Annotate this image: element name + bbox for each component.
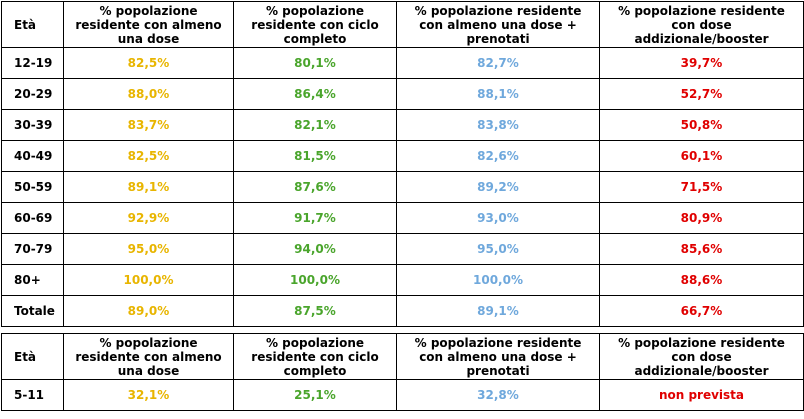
- row-label: 20-29: [1, 78, 64, 110]
- row-label: Età: [1, 1, 64, 48]
- row-label: 80+: [1, 264, 64, 296]
- cell: 94,0%: [233, 233, 397, 265]
- table-row: 80+ 100,0% 100,0% 100,0% 88,6%: [1, 264, 804, 296]
- cell: 80,9%: [599, 202, 804, 234]
- row-label: 40-49: [1, 140, 64, 172]
- cell: 82,6%: [396, 140, 600, 172]
- column-header: % popolazione residente con almeno una d…: [396, 1, 600, 48]
- cell: 95,0%: [63, 233, 234, 265]
- cell: 80,1%: [233, 47, 397, 79]
- cell: 60,1%: [599, 140, 804, 172]
- table-row: 20-29 88,0% 86,4% 88,1% 52,7%: [1, 78, 804, 110]
- cell: 89,1%: [63, 171, 234, 203]
- column-header: % popolazione residente con dose addizio…: [599, 333, 804, 380]
- cell: 82,5%: [63, 140, 234, 172]
- cell: 88,1%: [396, 78, 600, 110]
- column-header: % popolazione residente con almeno una d…: [396, 333, 600, 380]
- data-table: Età% popolazione residente con almeno un…: [1, 1, 804, 327]
- cell: 95,0%: [396, 233, 600, 265]
- cell: 52,7%: [599, 78, 804, 110]
- row-label: Totale: [1, 295, 64, 327]
- cell: 25,1%: [233, 379, 397, 411]
- cell: 100,0%: [233, 264, 397, 296]
- column-header: % popolazione residente con almeno una d…: [63, 1, 234, 48]
- cell: 100,0%: [396, 264, 600, 296]
- row-label: 30-39: [1, 109, 64, 141]
- cell: 82,7%: [396, 47, 600, 79]
- table-row: 70-79 95,0% 94,0% 95,0% 85,6%: [1, 233, 804, 265]
- cell: 85,6%: [599, 233, 804, 265]
- table-row: 50-59 89,1% 87,6% 89,2% 71,5%: [1, 171, 804, 203]
- cell: 82,5%: [63, 47, 234, 79]
- cell: 93,0%: [396, 202, 600, 234]
- header-row: Età% popolazione residente con almeno un…: [1, 1, 804, 48]
- table-row: 60-69 92,9% 91,7% 93,0% 80,9%: [1, 202, 804, 234]
- cell: 81,5%: [233, 140, 397, 172]
- tables: Età% popolazione residente con almeno un…: [0, 1, 804, 411]
- cell: 91,7%: [233, 202, 397, 234]
- cell: 92,9%: [63, 202, 234, 234]
- row-label: 60-69: [1, 202, 64, 234]
- cell: 87,6%: [233, 171, 397, 203]
- cell: 89,1%: [396, 295, 600, 327]
- cell: 50,8%: [599, 109, 804, 141]
- cell: 89,0%: [63, 295, 234, 327]
- table-row: 40-49 82,5% 81,5% 82,6% 60,1%: [1, 140, 804, 172]
- table-row: 5-11 32,1% 25,1% 32,8% non prevista: [1, 379, 804, 411]
- row-label: Età: [1, 333, 64, 380]
- row-label: 70-79: [1, 233, 64, 265]
- column-header: % popolazione residente con ciclo comple…: [233, 1, 397, 48]
- cell: 32,1%: [63, 379, 234, 411]
- cell: non prevista: [599, 379, 804, 411]
- cell: 88,0%: [63, 78, 234, 110]
- cell: 83,7%: [63, 109, 234, 141]
- cell: 82,1%: [233, 109, 397, 141]
- cell: 87,5%: [233, 295, 397, 327]
- cell: 66,7%: [599, 295, 804, 327]
- cell: 71,5%: [599, 171, 804, 203]
- data-table: Età% popolazione residente con almeno un…: [1, 333, 804, 411]
- cell: 32,8%: [396, 379, 600, 411]
- table-row: 30-39 83,7% 82,1% 83,8% 50,8%: [1, 109, 804, 141]
- cell: 89,2%: [396, 171, 600, 203]
- cell: 39,7%: [599, 47, 804, 79]
- column-header: % popolazione residente con almeno una d…: [63, 333, 234, 380]
- row-label: 5-11: [1, 379, 64, 411]
- row-label: 12-19: [1, 47, 64, 79]
- table-row: Totale 89,0% 87,5% 89,1% 66,7%: [1, 295, 804, 327]
- header-row: Età% popolazione residente con almeno un…: [1, 333, 804, 380]
- table-row: 12-19 82,5% 80,1% 82,7% 39,7%: [1, 47, 804, 79]
- cell: 88,6%: [599, 264, 804, 296]
- cell: 100,0%: [63, 264, 234, 296]
- cell: 86,4%: [233, 78, 397, 110]
- column-header: % popolazione residente con ciclo comple…: [233, 333, 397, 380]
- cell: 83,8%: [396, 109, 600, 141]
- column-header: % popolazione residente con dose addizio…: [599, 1, 804, 48]
- row-label: 50-59: [1, 171, 64, 203]
